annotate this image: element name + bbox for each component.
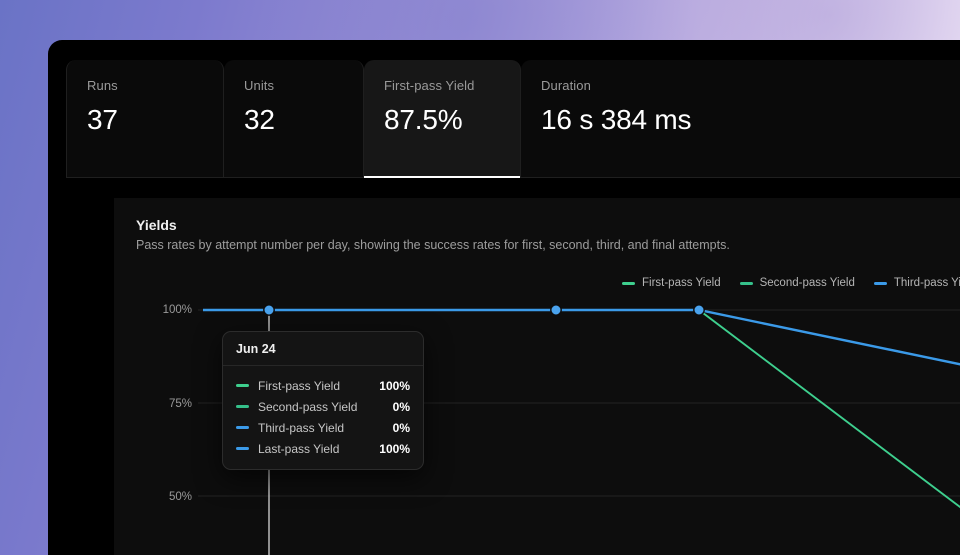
stat-value: 87.5%	[384, 104, 463, 135]
legend-swatch-icon	[873, 281, 887, 285]
legend-label: First-pass Yield	[642, 277, 721, 289]
stat-label: Units	[244, 78, 275, 93]
legend-item-first-pass[interactable]: First-pass Yield	[622, 276, 721, 290]
yields-chart-card: Yields Pass rates by attempt number per …	[114, 198, 960, 555]
tooltip-series-name: Last-pass Yield	[258, 441, 340, 456]
stat-card-duration[interactable]: Duration 16 s 384 ms	[521, 60, 960, 177]
legend-item-second-pass[interactable]: Second-pass Yield	[739, 276, 855, 290]
tooltip-series-name: First-pass Yield	[258, 378, 341, 393]
tooltip-series-name: Second-pass Yield	[258, 399, 358, 414]
tooltip-date: Jun 24	[223, 332, 423, 366]
tooltip-rows: First-pass Yield 100% Second-pass Yield …	[223, 366, 423, 469]
chart-header: Yields Pass rates by attempt number per …	[114, 198, 960, 254]
stat-value: 37	[87, 104, 118, 135]
stat-card-first-pass-yield[interactable]: First-pass Yield 87.5%	[364, 60, 521, 178]
plot-area[interactable]: 100% 75% 50% 25%	[114, 258, 960, 555]
chart-subtitle: Pass rates by attempt number per day, sh…	[136, 238, 730, 252]
legend-swatch-icon	[622, 281, 635, 285]
stat-card-runs[interactable]: Runs 37	[66, 60, 224, 177]
tooltip-swatch-icon	[236, 405, 249, 408]
y-axis-tick: 50%	[168, 491, 192, 503]
stat-card-units[interactable]: Units 32	[224, 60, 364, 177]
app-window: Runs 37 Units 32 First-pass Yield 87.5% …	[48, 40, 960, 555]
chart-legend: First-pass Yield Second-pass Yield Third…	[622, 276, 960, 290]
page-title: Yields	[136, 217, 177, 233]
tooltip-row: Third-pass Yield 0%	[236, 417, 410, 438]
y-axis-tick: 75%	[168, 398, 192, 410]
tooltip-series-value: 100%	[379, 441, 410, 456]
stat-label: Duration	[541, 78, 591, 93]
stat-value: 16 s 384 ms	[541, 104, 692, 135]
chart-tooltip: Jun 24 First-pass Yield 100% Second-pass…	[222, 331, 424, 470]
legend-item-third-pass[interactable]: Third-pass Yield	[873, 276, 960, 290]
legend-label: Third-pass Yield	[893, 277, 960, 289]
tooltip-series-value: 0%	[392, 420, 410, 435]
data-point-marker[interactable]	[263, 304, 275, 316]
tooltip-series-value: 0%	[392, 399, 410, 414]
data-point-marker[interactable]	[550, 304, 562, 316]
tooltip-swatch-icon	[236, 447, 249, 450]
stat-label: First-pass Yield	[384, 78, 475, 93]
legend-label: Second-pass Yield	[759, 277, 855, 289]
tooltip-row: Last-pass Yield 100%	[236, 438, 410, 459]
tooltip-row: Second-pass Yield 0%	[236, 396, 410, 417]
stats-strip: Runs 37 Units 32 First-pass Yield 87.5% …	[66, 60, 960, 178]
tooltip-row: First-pass Yield 100%	[236, 375, 410, 396]
tooltip-series-name: Third-pass Yield	[258, 420, 345, 435]
stat-value: 32	[244, 104, 275, 135]
y-axis-tick: 100%	[162, 304, 192, 316]
tooltip-series-value: 100%	[379, 378, 410, 393]
tooltip-swatch-icon	[236, 384, 249, 387]
tooltip-swatch-icon	[236, 426, 249, 429]
data-point-marker[interactable]	[693, 304, 705, 316]
stat-label: Runs	[87, 78, 118, 93]
legend-swatch-icon	[739, 281, 753, 285]
